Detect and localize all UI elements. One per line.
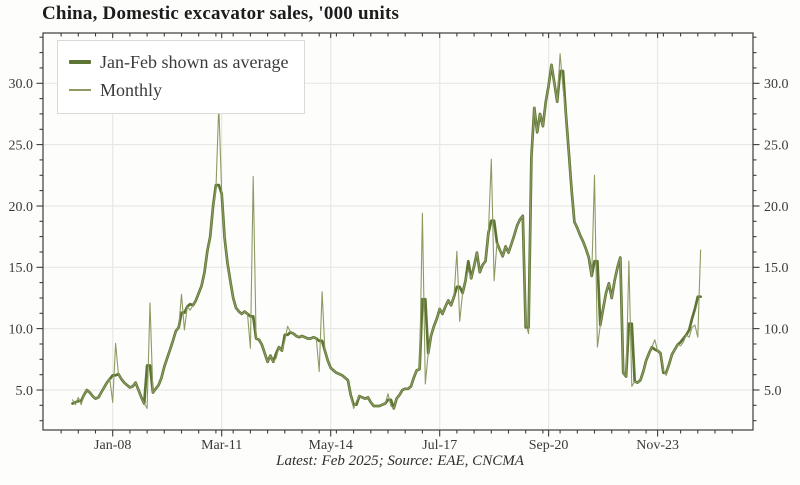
x-axis-label: May-14 bbox=[309, 438, 353, 453]
y-axis-label-left: 10.0 bbox=[9, 323, 34, 338]
x-axis-label: Jan-08 bbox=[94, 438, 131, 453]
y-axis-label-right: 30.0 bbox=[764, 77, 789, 92]
y-axis-label-left: 20.0 bbox=[9, 200, 34, 215]
plot-border bbox=[42, 32, 754, 431]
legend-item-monthly: Monthly bbox=[69, 76, 288, 104]
legend-label-monthly: Monthly bbox=[100, 79, 163, 100]
y-axis-label-right: 15.0 bbox=[764, 261, 789, 276]
x-axis-label: Nov-23 bbox=[636, 438, 679, 453]
x-axis-label: Sep-20 bbox=[529, 438, 569, 453]
chart-title: China, Domestic excavator sales, '000 un… bbox=[42, 3, 400, 24]
y-axis-label-right: 10.0 bbox=[764, 323, 789, 338]
y-axis-label-left: 25.0 bbox=[9, 139, 34, 154]
y-axis-label-left: 15.0 bbox=[9, 261, 34, 276]
series-janfeb-average-line bbox=[71, 63, 702, 410]
x-axis-label: Mar-11 bbox=[201, 438, 242, 453]
legend-item-janfeb: Jan-Feb shown as average bbox=[69, 48, 288, 76]
monthly-line-swatch bbox=[69, 89, 91, 91]
janfeb-line-swatch bbox=[69, 60, 91, 64]
y-axis-label-left: 5.0 bbox=[16, 384, 34, 399]
y-axis-label-right: 25.0 bbox=[764, 139, 789, 154]
source-note: Latest: Feb 2025; Source: EAE, CNCMA bbox=[276, 453, 524, 469]
x-axis-label: Jul-17 bbox=[422, 438, 457, 453]
legend: Jan-Feb shown as average Monthly bbox=[57, 40, 306, 114]
y-axis-label-right: 20.0 bbox=[764, 200, 789, 215]
y-axis-label-left: 30.0 bbox=[9, 77, 34, 92]
legend-label-janfeb: Jan-Feb shown as average bbox=[100, 51, 289, 72]
series-monthly-line bbox=[71, 53, 702, 409]
y-axis-label-right: 5.0 bbox=[764, 384, 782, 399]
